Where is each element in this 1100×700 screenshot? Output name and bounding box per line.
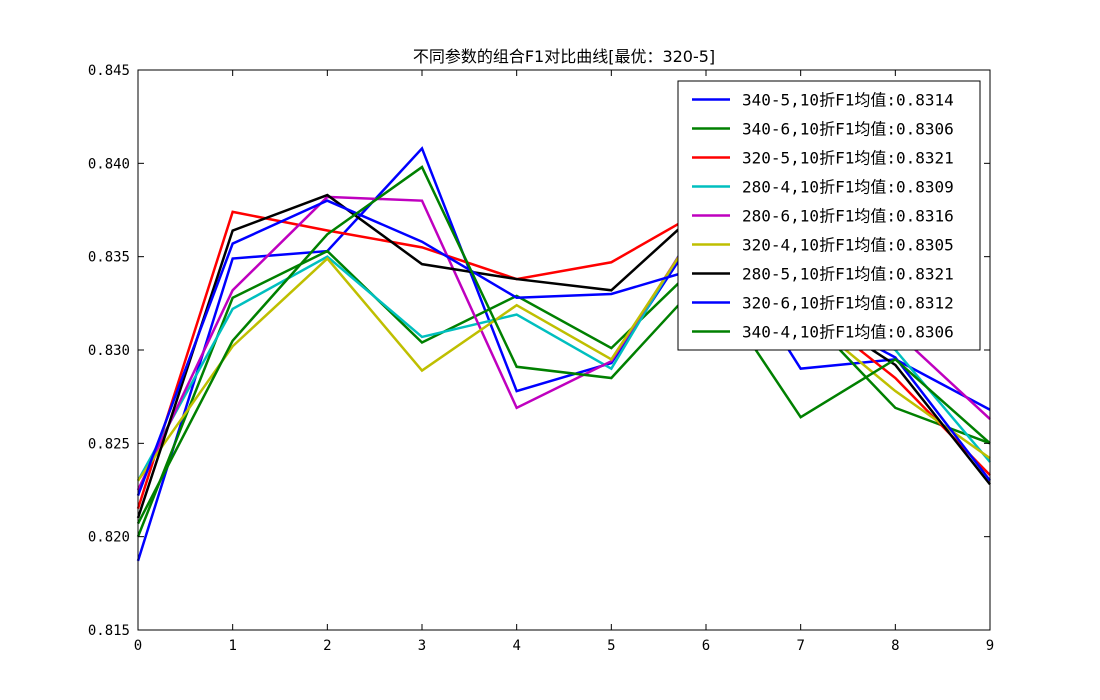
x-tick-label: 8: [891, 638, 899, 654]
x-tick-label: 9: [986, 638, 994, 654]
x-tick-label: 5: [607, 638, 615, 654]
legend-label: 340-6,10折F1均值:0.8306: [742, 120, 954, 139]
x-tick-label: 3: [418, 638, 426, 654]
x-tick-label: 6: [702, 638, 710, 654]
series-line-5: [136, 213, 991, 482]
legend-label: 320-4,10折F1均值:0.8305: [742, 236, 954, 255]
legend-label: 280-4,10折F1均值:0.8309: [742, 178, 954, 197]
legend-label: 340-4,10折F1均值:0.8306: [742, 323, 954, 342]
legend-label: 320-6,10折F1均值:0.8312: [742, 294, 954, 313]
chart-title: 不同参数的组合F1对比曲线[最优：320-5]: [413, 47, 715, 66]
series-line-0: [136, 146, 991, 562]
axis-layer: 0 1 2 3 4 5 6 7 8 9 0.815 0.820 0.825 0.830 0.835 0.840…: [88, 63, 994, 654]
legend-label: 340-5,10折F1均值:0.8314: [742, 91, 954, 110]
series-line-1: [136, 249, 991, 538]
series-line-8: [136, 165, 991, 525]
y-tick-label: 0.825: [88, 436, 130, 452]
x-tick-label: 0: [134, 638, 142, 654]
x-tick-label: 4: [512, 638, 520, 654]
x-tick-label: 1: [228, 638, 236, 654]
x-tick-label: 2: [323, 638, 331, 654]
legend-label: 280-5,10折F1均值:0.8321: [742, 265, 954, 284]
x-tick-label: 7: [796, 638, 804, 654]
y-tick-label: 0.845: [88, 63, 130, 79]
legend-label: 280-6,10折F1均值:0.8316: [742, 207, 954, 226]
legend: 340-5,10折F1均值:0.8314 340-6,10折F1均值:0.8306…: [677, 80, 981, 351]
y-tick-label: 0.820: [88, 530, 130, 546]
y-tick-label: 0.840: [88, 156, 130, 172]
y-tick-label: 0.830: [88, 343, 130, 359]
legend-label: 320-5,10折F1均值:0.8321: [742, 149, 954, 168]
y-tick-label: 0.835: [88, 250, 130, 266]
plot-frame: [137, 69, 991, 631]
y-tick-label: 0.815: [88, 623, 130, 639]
